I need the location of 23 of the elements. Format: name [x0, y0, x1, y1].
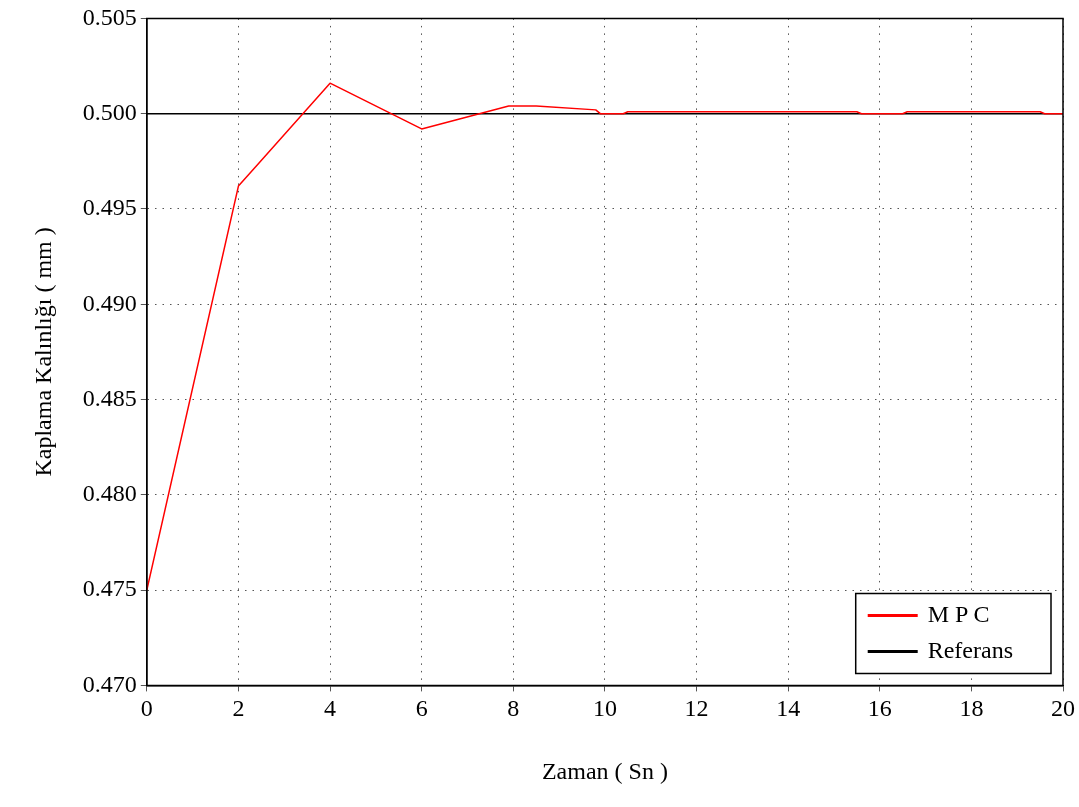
legend-label: Referans	[927, 636, 1014, 663]
x-tick-label: 18	[959, 695, 984, 722]
y-tick-label: 0.500	[82, 98, 137, 125]
legend-label: M P C	[927, 600, 990, 627]
y-axis-title: Kaplama Kalınlığı ( mm )	[29, 227, 56, 477]
x-tick-label: 0	[140, 695, 153, 722]
x-tick-label: 2	[232, 695, 245, 722]
x-tick-label: 12	[684, 695, 709, 722]
y-tick-label: 0.470	[82, 670, 137, 697]
y-tick-label: 0.495	[82, 194, 137, 221]
y-tick-label: 0.505	[82, 3, 137, 30]
x-tick-label: 6	[415, 695, 428, 722]
x-tick-label: 16	[867, 695, 892, 722]
x-tick-label: 20	[1051, 695, 1075, 722]
x-tick-label: 10	[592, 695, 617, 722]
y-tick-label: 0.480	[82, 480, 137, 507]
x-tick-label: 8	[507, 695, 520, 722]
x-tick-label: 14	[776, 695, 801, 722]
y-tick-label: 0.475	[82, 575, 137, 602]
x-tick-label: 4	[324, 695, 337, 722]
y-tick-label: 0.490	[82, 289, 137, 316]
y-tick-label: 0.485	[82, 384, 137, 411]
x-axis-title: Zaman ( Sn )	[541, 757, 668, 784]
